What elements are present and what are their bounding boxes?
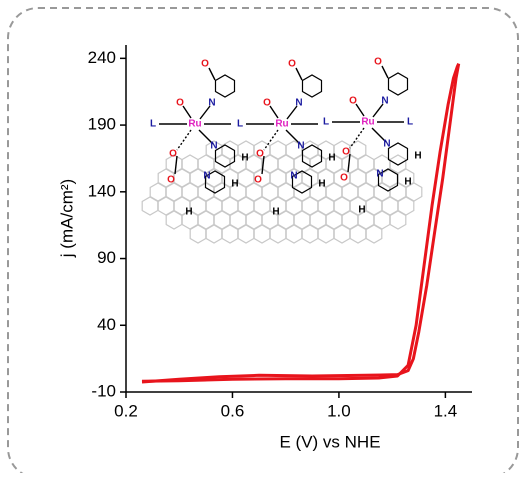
- graphene-ring: [317, 224, 335, 244]
- bond: [381, 65, 389, 79]
- bond: [208, 67, 216, 81]
- x-axis-label: E (V) vs NHE: [279, 432, 380, 451]
- pyridine-ring: [291, 170, 313, 194]
- bond: [174, 155, 178, 175]
- atom-label: H: [414, 151, 421, 162]
- atom-label: O: [201, 59, 209, 70]
- atom-label: O: [169, 149, 177, 160]
- x-tick-label: 1.0: [327, 401, 351, 420]
- bond: [286, 105, 298, 120]
- atom-label: N: [295, 98, 302, 109]
- bond: [285, 129, 301, 145]
- graphene-ring: [333, 224, 351, 244]
- bond: [355, 103, 365, 117]
- atom-label: N: [208, 98, 215, 109]
- atom-label: N: [297, 141, 304, 152]
- bond: [176, 129, 192, 151]
- atom-label: H: [318, 179, 325, 190]
- atom-label: L: [323, 117, 329, 128]
- bond: [372, 103, 384, 118]
- atom-label: H: [358, 205, 365, 216]
- y-tick-label: -10: [91, 381, 116, 400]
- pyridine-ring: [387, 142, 409, 166]
- atom-label: O: [374, 57, 382, 68]
- bond: [371, 127, 387, 143]
- atom-label: O: [340, 173, 348, 184]
- pyridine-ring: [377, 168, 399, 192]
- graphene-ring: [301, 224, 319, 244]
- bond: [295, 67, 303, 81]
- pyridine-ring: [214, 74, 236, 98]
- graphene-ring: [269, 224, 287, 244]
- atom-label: O: [176, 98, 184, 109]
- cv-curve: [141, 63, 461, 383]
- y-tick-label: 190: [88, 115, 116, 134]
- bond: [263, 129, 279, 151]
- atom-label: H: [328, 153, 335, 164]
- bond: [347, 153, 351, 173]
- graphene-ring: [253, 224, 271, 244]
- atom-label: N: [210, 141, 217, 152]
- x-tick-label: 1.4: [434, 401, 458, 420]
- y-tick-label: 240: [88, 48, 116, 67]
- graphene-ring: [285, 224, 303, 244]
- atom-label: N: [383, 139, 390, 150]
- y-axis-label: j (mA/cm²): [57, 179, 76, 258]
- atom-label: N: [381, 96, 388, 107]
- atom-label: H: [241, 153, 248, 164]
- graphene-ring: [389, 210, 407, 230]
- atom-label: Ru: [361, 117, 374, 128]
- atom-label: L: [407, 117, 413, 128]
- atom-label: O: [254, 175, 262, 186]
- graphene-ring: [237, 224, 255, 244]
- atom-label: H: [231, 179, 238, 190]
- y-tick-label: 140: [88, 181, 116, 200]
- bond: [261, 155, 265, 175]
- bond: [269, 105, 279, 119]
- bond: [182, 105, 192, 119]
- atom-label: L: [237, 119, 243, 130]
- atom-label: N: [203, 171, 210, 182]
- x-tick-label: 0.2: [114, 401, 138, 420]
- atom-label: H: [272, 207, 279, 218]
- pyridine-ring: [387, 72, 409, 96]
- atom-label: Ru: [275, 119, 288, 130]
- y-tick-label: 90: [97, 248, 116, 267]
- bond: [199, 105, 211, 120]
- atom-label: L: [150, 119, 156, 130]
- bond: [349, 127, 365, 149]
- graphene-ring: [349, 224, 367, 244]
- graphene-ring: [205, 224, 223, 244]
- pyridine-ring: [301, 144, 323, 168]
- pyridine-ring: [204, 170, 226, 194]
- bond: [198, 129, 214, 145]
- atom-label: Ru: [188, 119, 201, 130]
- x-tick-label: 0.6: [221, 401, 245, 420]
- atom-label: O: [167, 175, 175, 186]
- graphene-ring: [141, 196, 159, 216]
- pyridine-ring: [301, 74, 323, 98]
- atom-label: N: [290, 171, 297, 182]
- atom-label: N: [376, 169, 383, 180]
- pyridine-ring: [214, 144, 236, 168]
- atom-label: H: [404, 177, 411, 188]
- cv-curve: [141, 63, 461, 384]
- graphene-ring: [165, 210, 183, 230]
- graphene-ring: [365, 224, 383, 244]
- y-tick-label: 40: [97, 315, 116, 334]
- atom-label: O: [288, 59, 296, 70]
- graphene-ring: [189, 224, 207, 244]
- frame: [7, 7, 519, 478]
- atom-label: O: [256, 149, 264, 160]
- graphene-ring: [221, 224, 239, 244]
- atom-label: O: [349, 96, 357, 107]
- atom-label: H: [185, 207, 192, 218]
- atom-label: O: [263, 98, 271, 109]
- atom-label: O: [342, 147, 350, 158]
